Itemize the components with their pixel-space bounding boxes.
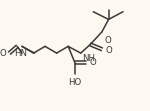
Text: O: O xyxy=(105,36,111,45)
Text: O: O xyxy=(0,49,7,58)
Text: HO: HO xyxy=(68,78,82,87)
Text: HN: HN xyxy=(14,49,27,58)
Text: O: O xyxy=(89,58,96,67)
Text: NH: NH xyxy=(82,54,95,63)
Text: O: O xyxy=(106,46,112,55)
